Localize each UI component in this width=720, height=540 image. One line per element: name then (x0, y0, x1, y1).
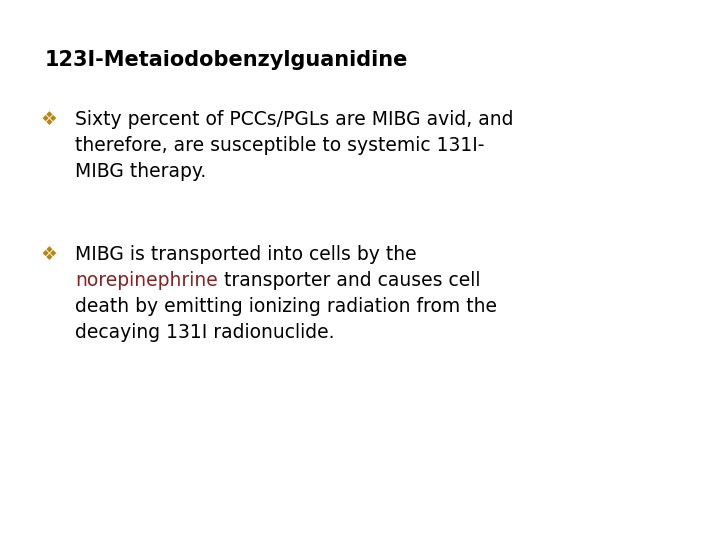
Text: ❖: ❖ (40, 110, 57, 129)
Text: death by emitting ionizing radiation from the: death by emitting ionizing radiation fro… (75, 297, 497, 316)
Text: therefore, are susceptible to systemic 131I-: therefore, are susceptible to systemic 1… (75, 136, 485, 155)
Text: ❖: ❖ (40, 245, 57, 264)
Text: MIBG therapy.: MIBG therapy. (75, 162, 206, 181)
Text: norepinephrine: norepinephrine (75, 271, 217, 290)
Text: 123I-Metaiodobenzylguanidine: 123I-Metaiodobenzylguanidine (45, 50, 408, 70)
Text: transporter and causes cell: transporter and causes cell (217, 271, 480, 290)
Text: MIBG is transported into cells by the: MIBG is transported into cells by the (75, 245, 417, 264)
Text: Sixty percent of PCCs/PGLs are MIBG avid, and: Sixty percent of PCCs/PGLs are MIBG avid… (75, 110, 513, 129)
Text: decaying 131I radionuclide.: decaying 131I radionuclide. (75, 323, 335, 342)
